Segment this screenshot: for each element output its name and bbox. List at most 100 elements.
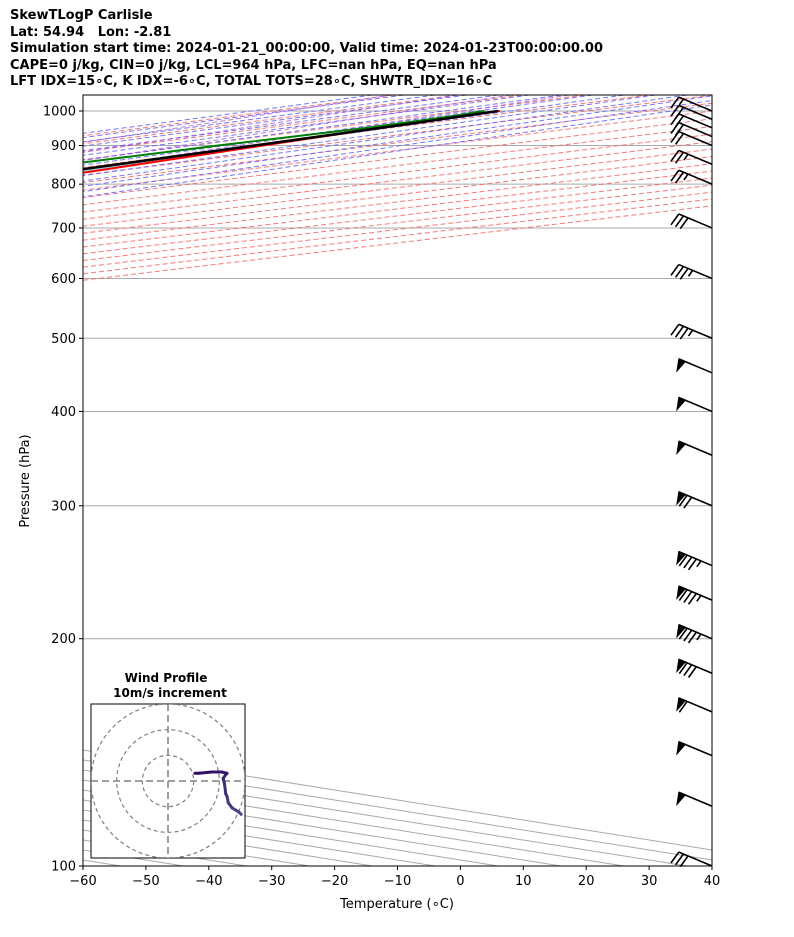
wind-barb [676,740,713,757]
y-tick-label: 200 [51,632,76,647]
mixing-ratio-line [83,95,570,170]
barb-full [670,169,680,182]
barb-shaft [678,113,713,129]
barb-full [670,149,680,162]
y-tick-label: 100 [51,860,76,875]
barb-pennant [676,741,687,756]
barb-full [674,215,685,228]
wind-barb [670,169,713,185]
simulation-time: Simulation start time: 2024-01-21_00:00:… [10,41,603,56]
barb-full [674,325,685,338]
wind-barb [670,851,713,868]
y-tick-label: 600 [51,272,76,287]
barb-full [679,217,689,230]
hodograph-title: Wind Profile [125,671,208,685]
wind-barb [676,440,713,456]
mixing-ratio-line [83,95,458,153]
y-axis-label: Pressure (hPa) [18,434,33,527]
barb-pennant [676,358,687,373]
x-tick-label: −50 [132,874,159,889]
barb-pennant [676,658,687,674]
moist-adiabat-line [83,95,530,156]
barb-half [683,153,689,161]
barb-shaft [678,169,713,185]
barb-full [674,133,685,145]
x-tick-label: −60 [69,874,96,889]
barb-pennant [676,440,687,456]
barb-shaft [678,96,713,112]
barb-full [679,327,689,340]
barb-shaft [678,130,713,147]
temperature-line [83,110,501,174]
barb-full [670,323,680,336]
moist-adiabat-line [83,104,712,198]
x-tick-label: −40 [195,874,222,889]
station-title: SkewTLogP Carlisle [10,8,153,23]
y-tick-label: 700 [51,221,76,236]
barb-shaft [678,121,713,138]
wind-barb [670,213,713,230]
barb-shaft [678,323,713,340]
dry-adiabat-line [83,133,712,213]
barb-half [696,594,702,602]
wind-barb [670,149,713,166]
x-tick-label: 40 [704,874,721,889]
barb-full [683,629,693,642]
wind-barb [676,358,713,374]
barb-full [670,131,680,143]
barb-full [670,851,680,864]
barb-full [670,213,680,226]
y-tick-label: 400 [51,405,76,420]
y-tick-label: 500 [51,332,76,347]
isotherm-line [83,799,499,866]
barb-half [687,269,694,277]
barb-shaft [678,263,713,280]
x-axis-label: Temperature (∘C) [339,897,454,912]
hodograph-trace-segment [197,770,214,775]
barb-full [687,666,697,678]
stability-indices: LFT IDX=15∘C, K IDX=-6∘C, TOTAL TOTS=28∘… [10,74,493,89]
barb-full [678,494,688,507]
barb-full [683,664,693,677]
barb-full [687,558,697,571]
barb-full [674,171,685,184]
moist-adiabat-line [83,95,687,182]
hodograph-inset [90,703,246,859]
barb-full [674,151,685,164]
y-tick-label: 800 [51,178,76,193]
station-location: Lat: 54.94 Lon: -2.81 [10,24,172,40]
wind-barb [670,323,713,340]
barb-full [678,589,688,601]
x-tick-label: −30 [258,874,285,889]
mixing-ratio-line [83,95,512,162]
y-tick-label: 900 [51,139,76,154]
wind-barb [676,697,713,713]
plot-grid [83,95,712,866]
barb-full [670,104,680,117]
wind-barbs [670,96,713,868]
x-tick-label: −10 [384,874,411,889]
barb-half [696,633,702,641]
moist-adiabat-line [83,95,562,161]
barb-full [678,554,688,567]
chart-header: SkewTLogP Carlisle Lat: 54.94 Lon: -2.81… [10,8,603,91]
x-tick-label: 0 [456,874,464,889]
barb-half [687,329,694,337]
barb-full [670,96,680,109]
barb-pennant [676,791,687,807]
parcel-line [83,109,499,171]
hodograph-plot [91,704,245,858]
wind-barb [676,550,713,571]
barb-full [678,627,688,640]
plot-axes: −60 −50 −40 −30 −20 −10 0 10 20 30 40 1000 900 800 700… [43,94,721,889]
wind-barb [676,396,713,413]
dry-adiabat-line [83,102,712,184]
barb-full [683,556,693,569]
profile-lines [83,109,501,174]
x-tick-label: 30 [641,874,658,889]
barb-full [687,593,697,605]
barb-full [670,264,680,276]
barb-full [670,113,680,126]
moist-adiabat-line [83,95,499,152]
